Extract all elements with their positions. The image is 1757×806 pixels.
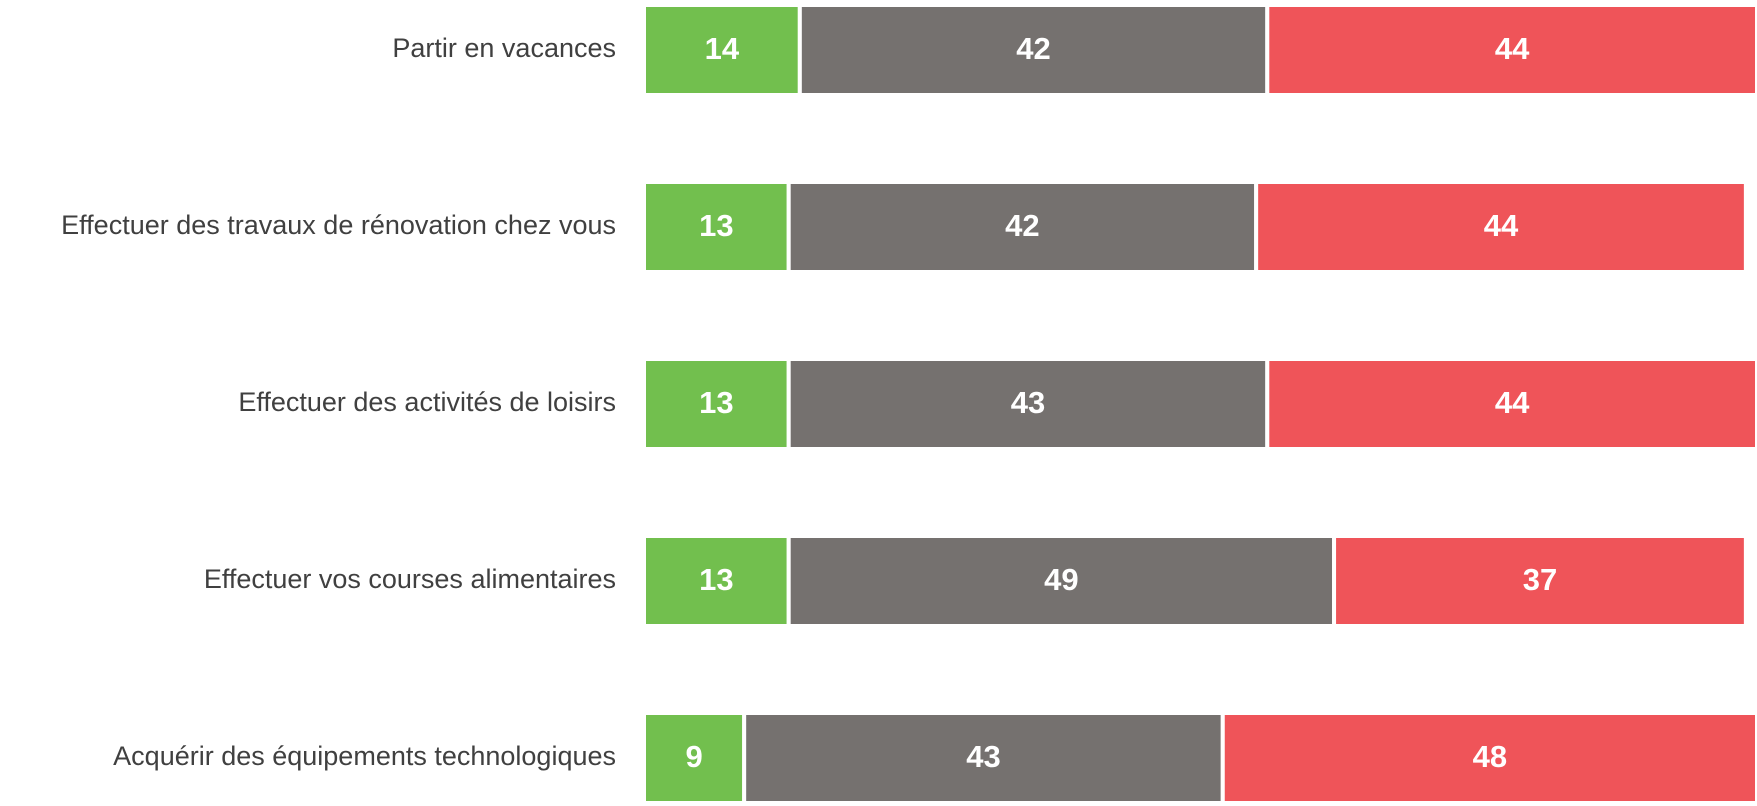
data-label: 37 [1523,562,1557,597]
data-label: 44 [1495,385,1530,420]
bar-segment [1265,357,1757,451]
data-label: 48 [1473,739,1507,774]
data-label: 43 [1011,385,1045,420]
data-label: 42 [1016,31,1050,66]
bar-segment [642,3,802,97]
bar-segment [742,711,1225,805]
bar-segment [1254,180,1748,274]
category-label: Partir en vacances [392,33,616,63]
bar-segment [642,357,791,451]
data-label: 44 [1495,31,1530,66]
data-label: 13 [699,208,733,243]
data-label: 13 [699,385,733,420]
bar-segment [786,534,1337,628]
data-label: 9 [685,739,702,774]
bar-segment [642,711,747,805]
data-label: 13 [699,562,733,597]
bar-segment [642,534,791,628]
bar-segment [1220,711,1757,805]
category-label: Effectuer vos courses alimentaires [204,564,616,594]
category-label: Acquérir des équipements technologiques [113,741,616,771]
bar-segment [1332,534,1748,628]
data-label: 44 [1484,208,1519,243]
category-label: Effectuer des activités de loisirs [238,387,616,417]
data-label: 43 [966,739,1000,774]
data-label: 14 [705,31,740,66]
category-label: Effectuer des travaux de rénovation chez… [61,210,616,240]
bar-segment [797,3,1270,97]
bar-segment [642,180,791,274]
data-label: 49 [1044,562,1078,597]
bar-segment [1265,3,1757,97]
data-label: 42 [1005,208,1039,243]
bar-segment [786,180,1259,274]
